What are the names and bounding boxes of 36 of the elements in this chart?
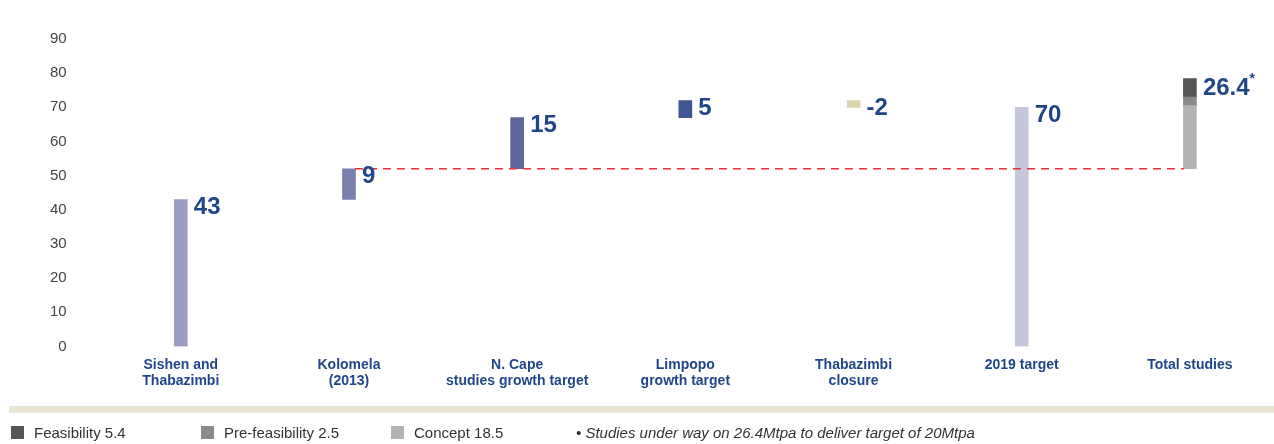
y-tick-label: 80 — [50, 63, 67, 81]
data-label: 5 — [698, 93, 712, 121]
total-label: 26.4* — [1202, 70, 1256, 101]
data-label: 70 — [1034, 99, 1062, 127]
bar — [678, 100, 693, 118]
y-tick-label: 30 — [50, 234, 67, 252]
data-label: -2 — [866, 93, 888, 121]
bar — [1183, 78, 1197, 98]
y-tick-label: 0 — [58, 336, 67, 354]
bar — [342, 168, 356, 200]
x-tick-label: Thabazimbi closure — [815, 355, 893, 389]
y-tick-label: 60 — [50, 131, 67, 149]
bar — [846, 100, 861, 108]
bar — [510, 117, 524, 170]
legend-label: Concept 18.5 — [414, 424, 504, 441]
legend-label: Pre-feasibility 2.5 — [224, 424, 340, 441]
y-tick-label: 70 — [50, 97, 67, 115]
bar — [1183, 105, 1197, 170]
data-label: 15 — [530, 110, 557, 138]
x-tick-label: N. Cape studies growth target — [445, 355, 589, 389]
x-tick-label: Sishen and Thabazimbi — [142, 355, 220, 389]
bar — [173, 199, 188, 347]
y-tick-label: 50 — [50, 165, 67, 183]
x-tick-label: Kolomela (2013) — [317, 355, 381, 389]
x-tick-label: Total studies — [1147, 355, 1233, 372]
y-tick-label: 90 — [50, 29, 67, 47]
bar — [1014, 106, 1029, 347]
data-label: 43 — [193, 192, 221, 220]
y-tick-label: 10 — [50, 302, 67, 320]
y-tick-label: 40 — [50, 199, 67, 217]
x-tick-label: 2019 target — [984, 355, 1060, 372]
x-tick-label: Limpopo growth target — [640, 355, 731, 389]
data-label: 9 — [361, 161, 376, 189]
y-tick-label: 20 — [50, 268, 67, 286]
legend-label: Feasibility 5.4 — [34, 424, 126, 441]
text: • Studies under way on 26.4Mtpa to deliver target of 20Mtpa — [576, 424, 975, 441]
